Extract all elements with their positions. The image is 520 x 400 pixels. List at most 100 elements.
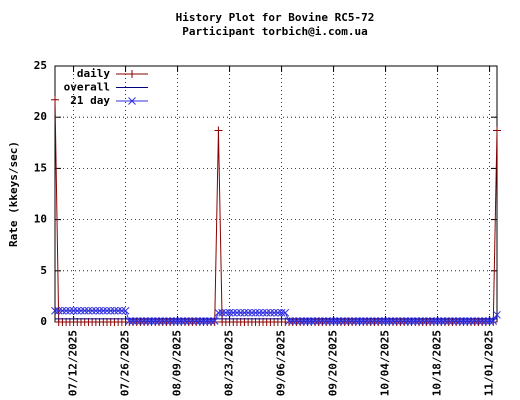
x-tick-label: 09/20/2025 [327,330,340,396]
data-point [51,306,59,315]
x-tick-label: 08/23/2025 [223,330,236,396]
data-point [229,308,238,317]
data-point [363,317,371,325]
x-tick-label: 10/18/2025 [431,330,444,396]
data-point [188,317,197,325]
data-point [103,306,111,315]
data-point [99,306,108,315]
data-point [474,317,483,325]
data-point [270,308,278,317]
data-point [54,306,63,315]
data-point [77,306,85,315]
data-point [129,317,137,325]
data-point [352,317,360,325]
data-point [344,317,353,325]
data-point [478,317,486,325]
data-point [340,317,349,325]
data-point [370,317,379,325]
x-tick-label: 09/06/2025 [275,330,288,396]
data-point [385,317,394,325]
data-point [374,317,382,325]
legend-marker [128,70,136,78]
data-point [162,317,171,325]
data-point [285,317,293,325]
data-point [155,317,163,325]
x-tick-label: 08/09/2025 [171,330,184,396]
y-axis-label: Rate (kkeys/sec) [7,141,20,247]
data-point [225,308,234,317]
data-point [181,317,189,325]
legend-marker [128,97,136,105]
data-point [493,310,501,319]
data-point [147,317,156,325]
data-point [236,308,245,317]
data-point [444,317,453,325]
data-point [218,308,226,317]
data-point [422,317,431,325]
legend-label: 21 day [70,94,110,107]
data-point [426,317,434,325]
data-point [192,317,200,325]
data-point [158,317,167,325]
data-point [251,308,260,317]
y-tick-label: 0 [40,315,47,328]
data-point [151,317,160,325]
series-line [54,99,498,323]
chart-title: History Plot for Bovine RC5-72 [176,11,375,24]
data-point [203,317,212,325]
data-point [214,308,223,317]
data-point [184,317,193,325]
data-point [482,317,490,325]
plot-border [54,65,498,323]
data-point [222,308,230,317]
data-point [303,317,312,325]
data-point [177,317,186,325]
data-point [448,317,457,325]
series-line [55,310,498,322]
y-tick-label: 20 [34,110,47,123]
data-point [348,317,356,325]
y-tick-label: 10 [34,213,47,226]
data-point [233,308,241,317]
data-point [378,317,386,325]
data-point [366,317,375,325]
data-point [396,317,405,325]
data-point [452,317,460,325]
data-point [300,317,308,325]
data-point [467,317,475,325]
data-point [470,317,479,325]
data-point [240,308,249,317]
data-point [214,126,223,135]
data-point [311,317,319,325]
data-point [166,317,174,325]
data-point [196,317,204,325]
data-point [140,317,148,325]
data-point [173,317,182,325]
data-point [262,308,271,317]
data-point [80,306,89,315]
data-point [73,306,82,315]
data-point [266,308,275,317]
data-point [69,306,78,315]
data-point [62,306,70,315]
data-point [58,306,67,315]
y-tick-label: 25 [34,59,47,72]
x-tick-label: 11/01/2025 [483,330,496,396]
data-point [210,317,219,325]
data-point [359,317,368,325]
data-point [415,317,423,325]
data-point [430,317,438,325]
data-point [441,317,449,325]
x-tick-label: 10/04/2025 [379,330,392,396]
data-point [381,317,390,325]
data-point [493,126,501,135]
data-point [337,317,345,325]
data-point [121,306,130,315]
data-point [463,317,472,325]
data-point [322,317,330,325]
data-point [274,308,282,317]
data-point [404,317,412,325]
data-point [307,317,316,325]
data-point [333,317,342,325]
